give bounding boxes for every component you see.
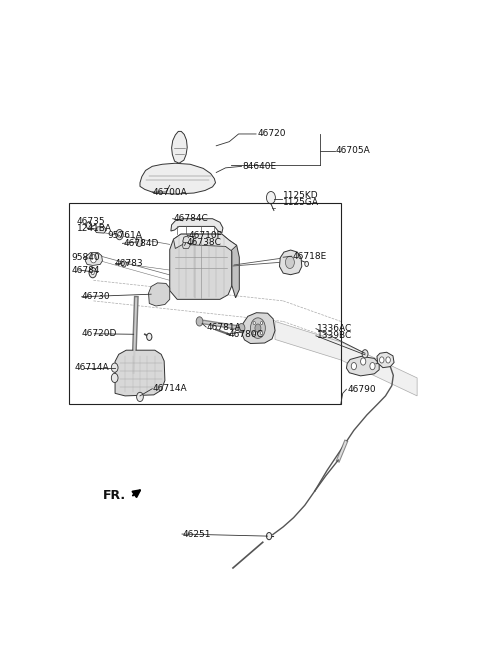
- Circle shape: [196, 317, 203, 326]
- Circle shape: [305, 261, 309, 267]
- Text: 95761A: 95761A: [108, 231, 143, 240]
- Circle shape: [91, 271, 94, 275]
- Polygon shape: [96, 226, 107, 233]
- Text: 1125GA: 1125GA: [283, 198, 319, 207]
- Polygon shape: [183, 235, 194, 244]
- Circle shape: [116, 229, 123, 239]
- Circle shape: [266, 191, 276, 204]
- Polygon shape: [242, 313, 275, 344]
- Circle shape: [286, 256, 294, 269]
- Polygon shape: [85, 253, 102, 265]
- Text: 84640E: 84640E: [242, 162, 276, 171]
- Circle shape: [362, 350, 368, 358]
- Polygon shape: [172, 131, 187, 163]
- Text: 1339BC: 1339BC: [317, 331, 352, 340]
- Polygon shape: [170, 234, 232, 299]
- Polygon shape: [279, 250, 302, 275]
- Circle shape: [137, 392, 144, 402]
- Text: 46738C: 46738C: [186, 238, 221, 247]
- Circle shape: [253, 331, 255, 335]
- Polygon shape: [115, 350, 165, 396]
- Polygon shape: [275, 321, 417, 396]
- Text: 46784D: 46784D: [123, 239, 158, 248]
- Text: 95840: 95840: [71, 253, 100, 261]
- Polygon shape: [171, 219, 223, 233]
- Circle shape: [261, 321, 263, 325]
- Text: 46705A: 46705A: [335, 147, 370, 155]
- Text: 46784C: 46784C: [173, 214, 208, 223]
- Polygon shape: [148, 283, 170, 306]
- Circle shape: [111, 374, 118, 383]
- Circle shape: [370, 363, 375, 370]
- Circle shape: [147, 334, 152, 340]
- Circle shape: [118, 232, 121, 237]
- Polygon shape: [347, 356, 379, 376]
- Text: 1336AC: 1336AC: [317, 324, 352, 333]
- Text: 46720D: 46720D: [82, 329, 117, 338]
- Text: 46710F: 46710F: [188, 231, 222, 239]
- Polygon shape: [229, 240, 240, 297]
- Text: 46780C: 46780C: [228, 329, 263, 339]
- Polygon shape: [377, 352, 394, 368]
- Text: 46730: 46730: [82, 292, 110, 301]
- Text: 46720: 46720: [257, 129, 286, 139]
- Text: 1241BA: 1241BA: [77, 224, 112, 233]
- Circle shape: [122, 261, 126, 267]
- Text: 1125KD: 1125KD: [283, 191, 319, 200]
- Circle shape: [255, 324, 261, 332]
- Circle shape: [238, 323, 245, 333]
- Circle shape: [386, 357, 390, 363]
- Circle shape: [351, 363, 357, 370]
- Text: 46714A: 46714A: [75, 363, 109, 372]
- Circle shape: [253, 321, 255, 325]
- Circle shape: [91, 255, 96, 263]
- Polygon shape: [173, 234, 237, 251]
- Text: 46714A: 46714A: [152, 384, 187, 394]
- Text: 46783: 46783: [115, 259, 144, 268]
- Text: 46251: 46251: [183, 530, 211, 538]
- Text: FR.: FR.: [103, 488, 126, 502]
- Polygon shape: [183, 242, 190, 249]
- Text: 46784: 46784: [71, 265, 100, 275]
- Circle shape: [86, 222, 92, 229]
- Text: 46790: 46790: [347, 385, 376, 394]
- Circle shape: [251, 318, 265, 338]
- Circle shape: [111, 363, 118, 372]
- Text: 46735: 46735: [77, 217, 106, 226]
- Circle shape: [266, 532, 272, 540]
- Text: 46781A: 46781A: [207, 323, 242, 331]
- Polygon shape: [140, 163, 216, 194]
- Circle shape: [89, 267, 96, 277]
- Circle shape: [261, 331, 263, 335]
- Circle shape: [380, 357, 384, 363]
- Circle shape: [136, 237, 143, 246]
- Circle shape: [360, 358, 366, 365]
- Text: 46718E: 46718E: [292, 251, 327, 261]
- Text: 46700A: 46700A: [152, 187, 187, 197]
